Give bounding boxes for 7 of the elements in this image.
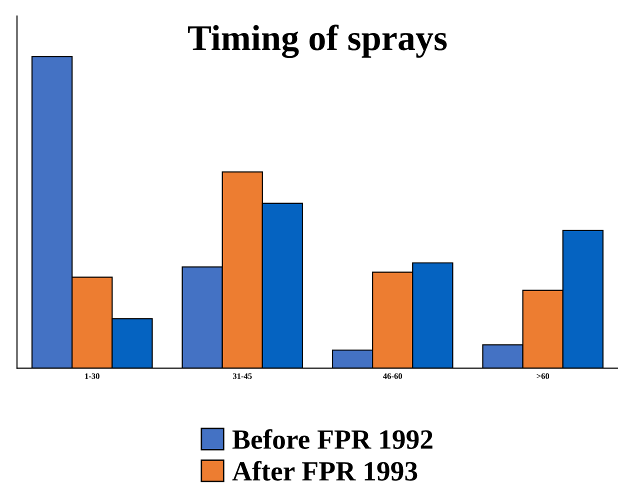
x-tick-label: >60 bbox=[536, 373, 550, 379]
chart-title: Timing of sprays bbox=[188, 24, 447, 58]
legend-label: Before FPR 1992 bbox=[232, 429, 432, 449]
x-tick-label: 1-30 bbox=[85, 373, 100, 379]
x-tick-label: 46-60 bbox=[383, 373, 402, 379]
legend-label: After FPR 1993 bbox=[232, 460, 418, 481]
x-tick-label: 31-45 bbox=[232, 373, 252, 379]
